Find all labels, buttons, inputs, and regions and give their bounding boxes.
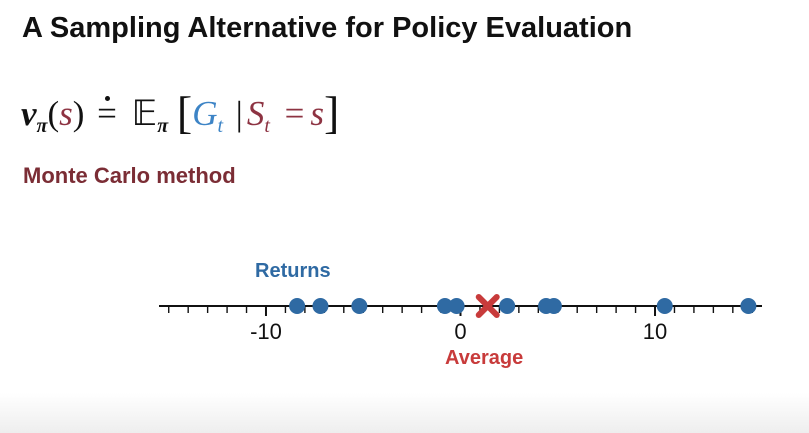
eq-S: S [246, 94, 265, 133]
eq-G: G [192, 94, 218, 133]
tick-label: 0 [454, 319, 466, 344]
slide-title: A Sampling Alternative for Policy Evalua… [22, 12, 633, 44]
average-marker [475, 294, 500, 318]
average-x-stroke [475, 294, 500, 318]
average-label: Average [445, 347, 524, 369]
eq-open-paren: ( [47, 94, 60, 133]
monte-carlo-method-label: Monte Carlo method [23, 163, 236, 188]
return-point [351, 298, 368, 314]
eq-expectation-symbol: 𝔼 [131, 94, 158, 133]
return-point [448, 298, 465, 314]
eq-v-subscript: π [36, 115, 48, 137]
tick-label: 10 [643, 319, 667, 344]
tick-label: -10 [250, 319, 282, 344]
eq-defeq-symbol: = [97, 94, 117, 133]
return-point [545, 298, 562, 314]
return-point [289, 298, 306, 314]
eq-open-bracket: [ [176, 87, 193, 138]
eq-s-argument: s [59, 94, 73, 133]
returns-label: Returns [255, 260, 331, 282]
eq-expectation-subscript: π [157, 115, 169, 137]
eq-close-bracket: ] [324, 87, 340, 138]
return-point [436, 298, 453, 314]
return-point [499, 298, 516, 314]
return-point [740, 298, 757, 314]
bottom-fade [0, 393, 809, 433]
value-function-equation: vπ(s) = 𝔼π [Gt | St = s] [21, 90, 339, 144]
tick-labels: -10 0 10 [250, 319, 667, 344]
average-x-mark [475, 294, 500, 318]
eq-equals: = [284, 94, 305, 133]
eq-v: v [21, 94, 37, 133]
return-points [289, 298, 757, 314]
eq-s-value: s [310, 94, 324, 133]
eq-close-paren: ) [72, 94, 85, 133]
eq-G-subscript: t [217, 115, 224, 137]
return-point [312, 298, 329, 314]
eq-S-subscript: t [264, 115, 270, 137]
return-point [656, 298, 673, 314]
eq-given-bar: | [235, 94, 243, 133]
